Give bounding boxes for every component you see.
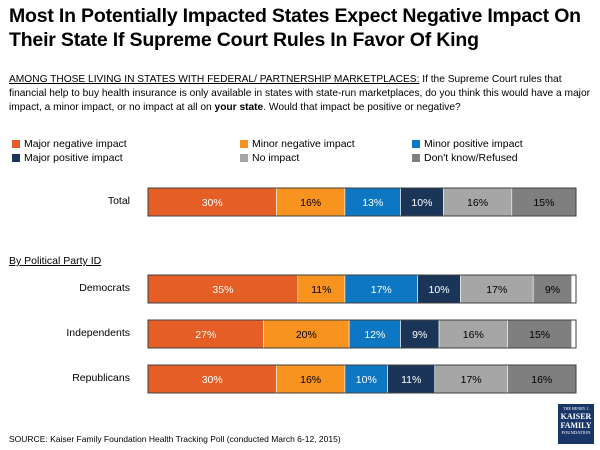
bar-segment [344,274,418,304]
legend-item: Major positive impact [12,153,123,164]
category-label-republicans: Republicans [72,372,130,384]
data-label: 17% [486,284,507,296]
bar-outline [147,319,577,349]
bar-segment [297,274,346,304]
data-label: 16% [300,197,321,209]
legend-swatch [240,140,248,148]
data-label: 16% [467,197,488,209]
legend-label: Minor negative impact [252,138,355,150]
bar-segment [263,319,350,349]
bar-segment [507,319,573,349]
data-label: 11% [311,284,331,296]
data-label: 12% [364,329,385,341]
data-label: 20% [296,329,317,341]
data-label: 10% [356,374,377,386]
category-label-total: Total [107,195,130,207]
legend-swatch [12,140,20,148]
data-label: 13% [362,197,383,209]
legend-label: Don't know/Refused [424,152,518,164]
question-text: If the Supreme Court rules that financia… [9,74,591,113]
section-label: By Political Party ID [9,255,102,267]
bar-outline [147,274,577,304]
legend-swatch [12,154,20,162]
data-label: 15% [533,197,554,209]
data-label: 9% [545,284,560,296]
bar-segment [147,274,299,304]
bar-segment [387,364,436,394]
category-label-independents: Independents [66,327,130,339]
legend-label: Minor positive impact [424,138,523,150]
kff-logo: THE HENRY J. KAISER FAMILY FOUNDATION [558,404,594,444]
question-suffix: . Would that impact be positive or negat… [263,102,461,113]
data-label: 16% [300,374,321,386]
data-label: 16% [463,329,484,341]
bar-segment [400,187,444,217]
data-label: 17% [461,374,482,386]
bar-segment [417,274,461,304]
category-label-democrats: Democrats [79,282,130,294]
bar-segment [507,364,577,394]
data-label: 15% [529,329,550,341]
bar-outline [147,187,577,217]
data-label: 35% [212,284,233,296]
data-label: 30% [202,197,223,209]
bar-segment [276,364,346,394]
bar-segment [434,364,508,394]
legend-swatch [412,140,420,148]
legend-item: Minor negative impact [240,139,355,150]
bar-segment [147,319,264,349]
legend-item: Minor positive impact [412,139,523,150]
data-label: 9% [412,329,427,341]
bar-segment [511,187,577,217]
legend-label: Major positive impact [24,152,123,164]
legend-item: Major negative impact [12,139,127,150]
legend-swatch [240,154,248,162]
data-label: 27% [195,329,216,341]
data-label: 10% [429,284,450,296]
legend-item: Don't know/Refused [412,153,518,164]
chart-title: Most In Potentially Impacted States Expe… [9,5,581,51]
source-note: SOURCE: Kaiser Family Foundation Health … [9,434,341,444]
legend-label: No impact [252,152,300,164]
data-label: 10% [411,197,432,209]
question-emphasis: your state [214,102,264,113]
survey-question: AMONG THOSE LIVING IN STATES WITH FEDERA… [9,73,594,115]
data-label: 17% [371,284,392,296]
legend-item: No impact [240,153,299,164]
legend-swatch [412,154,420,162]
bar-segment [532,274,573,304]
bar-segment [348,319,401,349]
data-label: 11% [401,374,421,386]
data-label: 16% [531,374,552,386]
bar-outline [147,364,577,394]
question-prefix: AMONG THOSE LIVING IN STATES WITH FEDERA… [9,74,420,85]
bar-segment [460,274,534,304]
data-label: 30% [202,374,223,386]
legend-label: Major negative impact [24,138,127,150]
